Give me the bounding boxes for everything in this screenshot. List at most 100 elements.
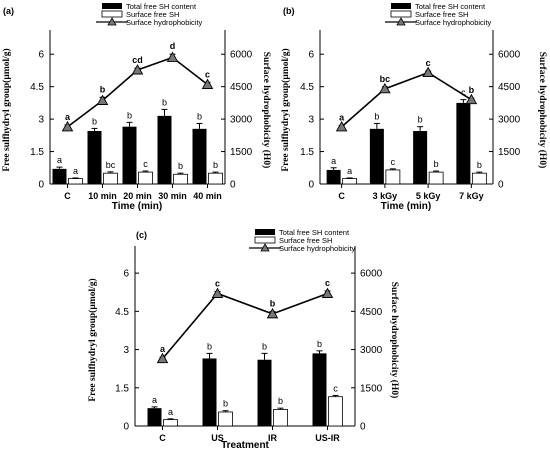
bar-surface <box>428 171 444 185</box>
bar-total <box>326 169 341 184</box>
y-right-axis-label: Surface hydrophobicity (H0) <box>537 52 548 168</box>
sig-letter-surface: b <box>278 396 283 406</box>
point-hydrophobicity <box>379 82 391 94</box>
bar-total <box>192 128 207 184</box>
legend-label-hydrophobicity: Surface hydrophobicity <box>126 18 203 27</box>
y-right-tick-label: 3000 <box>498 115 521 126</box>
point-hydrophobicity <box>156 352 169 364</box>
y-right-tick-label: 1500 <box>360 383 383 394</box>
sig-letter-total: a <box>331 156 336 166</box>
sig-letter-surface: c <box>391 157 396 167</box>
x-tick-label: 3 kGy <box>373 191 398 201</box>
bar-surface <box>273 409 288 427</box>
x-axis-label: Time (min) <box>381 201 431 212</box>
legend-label-hydrophobicity: Surface hydrophobicity <box>279 244 356 253</box>
legend-label-surface: Surface free SH <box>126 10 179 19</box>
x-axis-label: Time (min) <box>112 201 162 212</box>
y-right-tick-label: 6000 <box>498 50 521 61</box>
x-tick-label: 7 kGy <box>459 191 484 201</box>
legend-label-total: Total free SH content <box>126 2 197 11</box>
y-right-axis-label: Surface hydrophobicity (H0) <box>389 282 400 398</box>
y-right-tick-label: 1500 <box>230 147 253 158</box>
point-hydrophobicity <box>422 66 434 78</box>
y-left-tick-label: 6 <box>123 269 129 280</box>
bar-total <box>157 115 172 184</box>
sig-letter-surface: a <box>168 407 173 417</box>
bar-surface <box>218 411 233 427</box>
bar-surface <box>173 173 188 185</box>
sig-letter-total: b <box>197 111 202 121</box>
bar-surface <box>328 396 343 427</box>
y-right-tick-label: 4500 <box>230 82 253 93</box>
legend-swatch-surface <box>254 236 276 244</box>
sig-letter-total: b <box>162 97 167 107</box>
legend-label-total: Total free SH content <box>415 2 486 11</box>
bar-surface <box>342 178 358 185</box>
y-left-tick-label: 3 <box>38 115 44 126</box>
x-tick-label: US-IR <box>315 433 340 443</box>
y-right-tick-label: 6000 <box>230 50 253 61</box>
y-right-axis-label: Surface hydrophobicity (H0) <box>261 52 272 168</box>
sig-letter-hydrophobicity: c <box>205 69 210 79</box>
y-left-axis-label: Free sulfhydryl group(µmol/g) <box>280 48 291 171</box>
y-right-tick-label: 1500 <box>498 147 521 158</box>
legend-swatch-total <box>255 229 275 235</box>
sig-letter-hydrophobicity: a <box>339 113 345 123</box>
point-hydrophobicity <box>266 307 279 319</box>
sig-letter-surface: b <box>178 161 183 171</box>
legend-marker-hydrophobicity <box>260 243 270 252</box>
bar-total <box>122 126 137 184</box>
bar-total <box>147 408 162 426</box>
point-hydrophobicity <box>465 93 478 105</box>
sig-letter-hydrophobicity: cd <box>132 55 143 65</box>
point-hydrophobicity <box>335 120 348 132</box>
y-right-tick-label: 0 <box>230 180 236 191</box>
y-left-tick-label: 1.5 <box>30 147 44 158</box>
bar-surface <box>471 172 487 185</box>
point-hydrophobicity <box>321 287 334 298</box>
legend-swatch-surface <box>101 10 123 18</box>
bar-total <box>257 359 272 426</box>
sig-letter-total: a <box>57 155 62 165</box>
sig-letter-surface: bc <box>106 160 116 170</box>
y-left-axis-label: Free sulfhydryl group(µmol/g) <box>1 48 12 171</box>
panel-label: (a) <box>3 6 14 16</box>
bar-surface <box>385 169 401 185</box>
y-left-tick-label: 1.5 <box>300 147 314 158</box>
bar-total <box>413 131 428 184</box>
bar-surface <box>68 178 83 185</box>
y-right-tick-label: 4500 <box>360 307 383 318</box>
sig-letter-hydrophobicity: b <box>100 84 106 94</box>
y-left-tick-label: 6 <box>38 50 44 61</box>
y-right-tick-label: 3000 <box>360 345 383 356</box>
point-hydrophobicity <box>96 94 109 105</box>
sig-letter-surface: b <box>477 160 482 170</box>
sig-letter-hydrophobicity: b <box>469 85 475 95</box>
y-right-tick-label: 3000 <box>230 115 253 126</box>
point-hydrophobicity <box>166 51 179 62</box>
y-left-tick-label: 0 <box>38 180 44 191</box>
panel-label: (b) <box>283 6 295 16</box>
bar-total <box>312 353 327 426</box>
bar-surface <box>138 171 153 185</box>
y-left-tick-label: 1.5 <box>115 383 129 394</box>
sig-letter-hydrophobicity: c <box>215 278 220 288</box>
sig-letter-total: b <box>262 341 267 351</box>
y-left-tick-label: 4.5 <box>115 307 129 318</box>
y-left-axis-label: Free sulfhydryl group(µmol/g) <box>87 278 98 401</box>
x-tick-label: 30 min <box>158 191 187 201</box>
bar-total <box>456 102 471 184</box>
y-left-tick-label: 0 <box>308 180 314 191</box>
sig-letter-hydrophobicity: c <box>426 58 431 68</box>
sig-letter-hydrophobicity: c <box>325 278 330 288</box>
sig-letter-surface: b <box>223 399 228 409</box>
legend-label-total: Total free SH content <box>279 228 350 237</box>
y-right-tick-label: 4500 <box>498 82 521 93</box>
y-right-tick-label: 6000 <box>360 269 383 280</box>
sig-letter-total: b <box>207 341 212 351</box>
sig-letter-hydrophobicity: a <box>65 112 71 122</box>
